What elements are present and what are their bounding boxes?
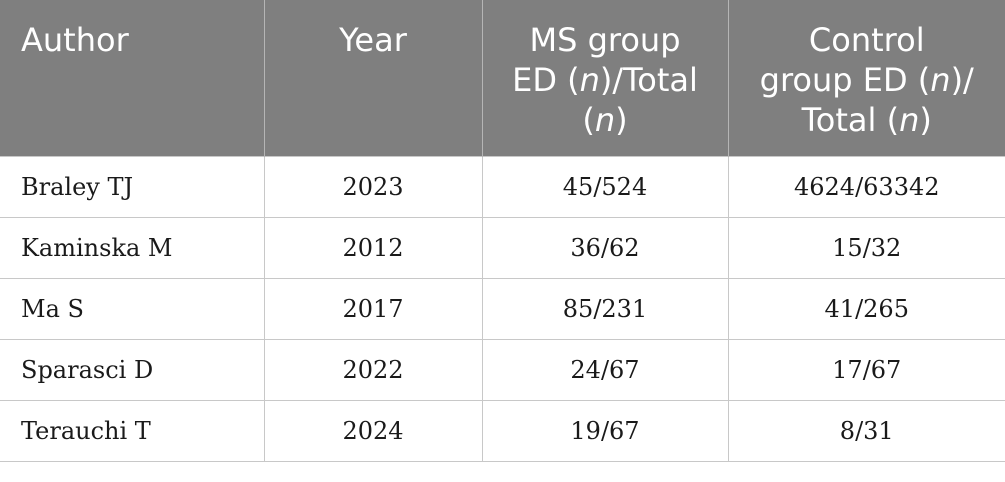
cell-ms: 24/67 (481, 339, 728, 401)
data-table-container: Author Year MS group ED (n)/Total (n) Co… (0, 0, 1005, 462)
cell-control: 8/31 (727, 400, 1005, 462)
table-row: Braley TJ 2023 45/524 4624/63342 (0, 155, 1005, 218)
cell-author: Ma S (0, 278, 264, 340)
cell-control: 4624/63342 (727, 155, 1005, 218)
cell-ms: 45/524 (481, 155, 728, 218)
table-row: Kaminska M 2012 36/62 15/32 (0, 217, 1005, 279)
cell-control: 41/265 (727, 278, 1005, 340)
table-row: Sparasci D 2022 24/67 17/67 (0, 339, 1005, 401)
cell-control: 15/32 (727, 217, 1005, 279)
cell-year: 2022 (263, 339, 482, 401)
cell-year: 2023 (263, 155, 482, 218)
header-row: Author Year MS group ED (n)/Total (n) Co… (0, 0, 1005, 156)
cell-author: Sparasci D (0, 339, 264, 401)
table-header: Author Year MS group ED (n)/Total (n) Co… (0, 0, 1005, 156)
table-row: Ma S 2017 85/231 41/265 (0, 278, 1005, 340)
cell-author: Braley TJ (0, 155, 264, 218)
cell-author: Kaminska M (0, 217, 264, 279)
cell-control: 17/67 (727, 339, 1005, 401)
cell-ms: 36/62 (481, 217, 728, 279)
cell-year: 2012 (263, 217, 482, 279)
cell-author: Terauchi T (0, 400, 264, 462)
header-author: Author (0, 0, 264, 156)
header-year: Year (263, 0, 482, 156)
header-ms-group: MS group ED (n)/Total (n) (481, 0, 728, 156)
cell-year: 2017 (263, 278, 482, 340)
cell-year: 2024 (263, 400, 482, 462)
table-body: Braley TJ 2023 45/524 4624/63342 Kaminsk… (0, 155, 1005, 462)
table-row: Terauchi T 2024 19/67 8/31 (0, 400, 1005, 462)
study-table: Author Year MS group ED (n)/Total (n) Co… (0, 0, 1005, 462)
cell-ms: 85/231 (481, 278, 728, 340)
cell-ms: 19/67 (481, 400, 728, 462)
header-control-group: Control group ED (n)/ Total (n) (727, 0, 1005, 156)
